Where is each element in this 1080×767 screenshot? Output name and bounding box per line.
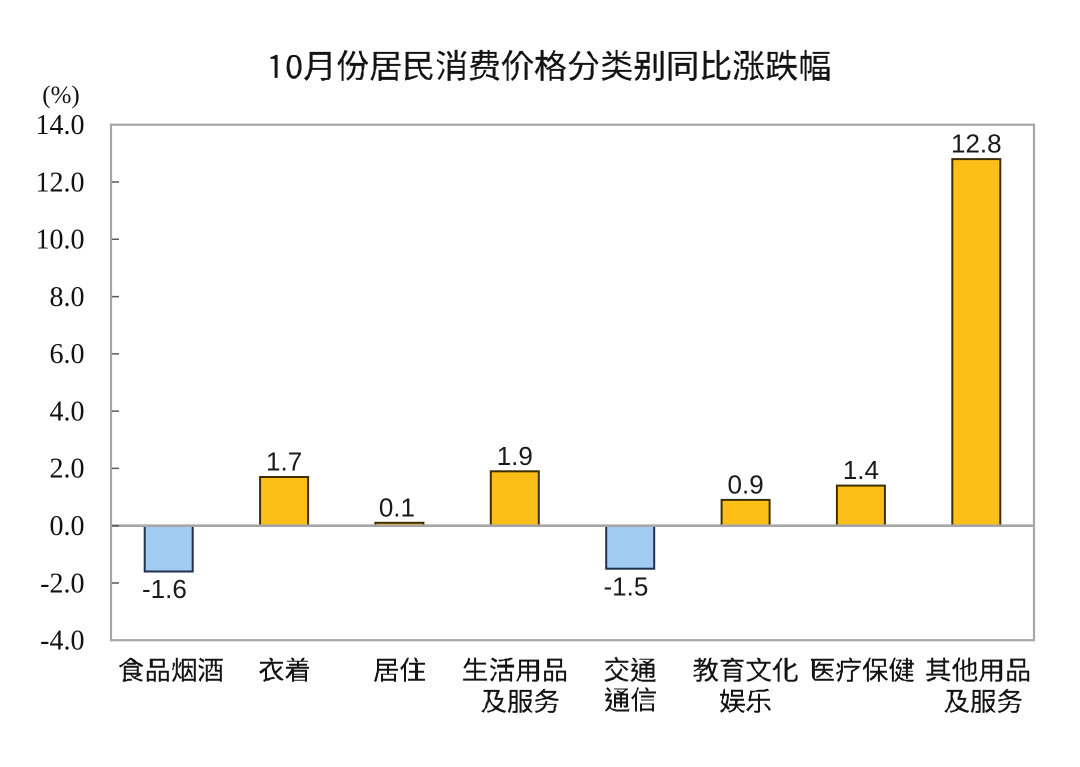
- svg-text:10.0: 10.0: [36, 225, 85, 256]
- svg-text:(%): (%): [42, 82, 79, 109]
- svg-text:0.0: 0.0: [50, 511, 85, 542]
- svg-text:4.0: 4.0: [50, 396, 85, 427]
- svg-text:-1.5: -1.5: [603, 571, 648, 601]
- svg-text:2.0: 2.0: [50, 454, 85, 485]
- svg-text:-1.6: -1.6: [142, 574, 187, 604]
- svg-text:1.4: 1.4: [843, 455, 879, 485]
- svg-text:6.0: 6.0: [50, 339, 85, 370]
- svg-text:12.0: 12.0: [36, 167, 85, 198]
- svg-text:-2.0: -2.0: [40, 568, 84, 599]
- svg-text:8.0: 8.0: [50, 282, 85, 313]
- svg-text:1.9: 1.9: [497, 441, 533, 471]
- svg-text:-4.0: -4.0: [40, 626, 84, 657]
- svg-text:0.9: 0.9: [728, 469, 764, 499]
- svg-text:14.0: 14.0: [36, 110, 85, 141]
- svg-text:0.1: 0.1: [379, 492, 415, 522]
- svg-text:1.7: 1.7: [266, 447, 302, 477]
- svg-text:12.8: 12.8: [951, 129, 1002, 159]
